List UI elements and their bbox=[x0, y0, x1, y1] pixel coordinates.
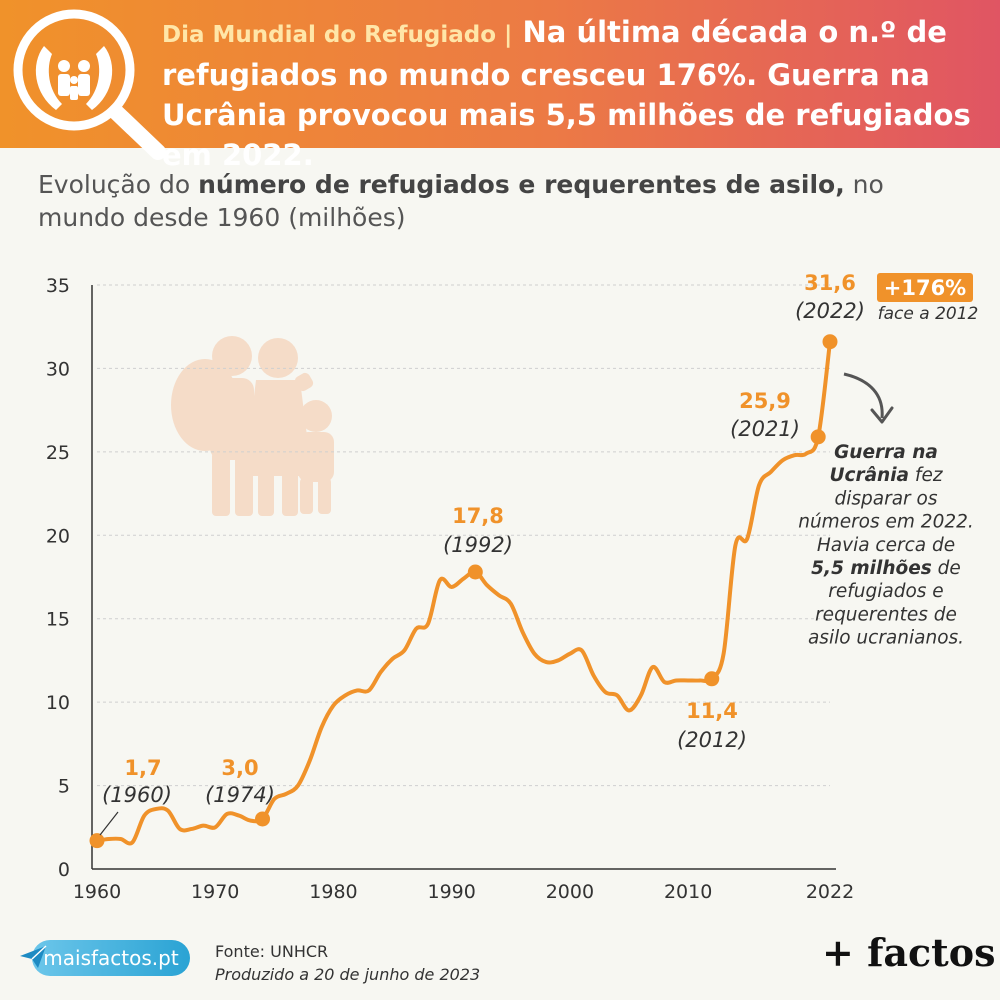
data-label-2021: 25,9 bbox=[739, 389, 791, 413]
annotation-segment: Guerra na bbox=[834, 442, 938, 463]
annotation-arrowhead bbox=[870, 406, 894, 424]
subtitle-part2: no mundo desde 1960 (milhões) bbox=[38, 170, 884, 232]
headline: Dia Mundial do Refugiado | Na última déc… bbox=[162, 12, 992, 175]
data-label-1992: 17,8 bbox=[452, 504, 504, 528]
year-label-2012: (2012) bbox=[677, 728, 747, 752]
annotation-line: disparar os bbox=[835, 488, 938, 509]
produced-text: Produzido a 20 de junho de 2023 bbox=[215, 965, 481, 984]
paper-plane-icon bbox=[20, 945, 47, 968]
data-label-2012: 11,4 bbox=[686, 699, 738, 723]
y-tick-label: 10 bbox=[46, 692, 70, 714]
annotation-segment: 5,5 milhões bbox=[811, 558, 932, 579]
annotation-line: refugiados e bbox=[828, 581, 943, 602]
x-tick-label: 1970 bbox=[191, 881, 239, 903]
annotation-line: Ucrânia fez bbox=[829, 465, 943, 486]
badge-label: +176% bbox=[884, 276, 966, 300]
headline-kicker: Dia Mundial do Refugiado | bbox=[162, 22, 513, 48]
data-point-2022 bbox=[822, 334, 838, 350]
subtitle-bold: número de refugiados e requerentes de as… bbox=[198, 170, 845, 199]
headline-text: Na última década o n.º de refugiados no … bbox=[162, 15, 971, 172]
annotation-line: 5,5 milhões de bbox=[811, 558, 961, 579]
data-point-2012 bbox=[704, 671, 720, 687]
annotation-arrow bbox=[843, 372, 884, 419]
callout-leader bbox=[99, 811, 119, 836]
annotation-segment: números em 2022. bbox=[798, 512, 974, 533]
annotation-segment: Havia cerca de bbox=[817, 535, 955, 556]
annotation-line: asilo ucranianos. bbox=[808, 628, 964, 649]
data-label-1960: 1,7 bbox=[124, 756, 161, 780]
chart-subtitle: Evolução do número de refugiados e reque… bbox=[38, 168, 938, 234]
x-tick-label: 2022 bbox=[806, 881, 854, 903]
annotation-line: Havia cerca de bbox=[817, 535, 955, 556]
y-tick-label: 25 bbox=[46, 442, 70, 464]
y-tick-label: 20 bbox=[46, 525, 70, 547]
annotation-line: requerentes de bbox=[815, 604, 957, 625]
x-tick-label: 1960 bbox=[73, 881, 121, 903]
y-tick-label: 5 bbox=[58, 776, 70, 798]
annotation-segment: disparar os bbox=[835, 488, 938, 509]
x-tick-label: 2010 bbox=[664, 881, 712, 903]
increase-badge: +176% face a 2012 bbox=[877, 273, 978, 324]
year-label-1992: (1992) bbox=[443, 533, 513, 557]
refugee-magnifier-icon bbox=[13, 9, 166, 160]
y-tick-label: 30 bbox=[46, 358, 70, 380]
source-block: Fonte: UNHCR Produzido a 20 de junho de … bbox=[215, 940, 480, 986]
y-tick-label: 35 bbox=[46, 275, 70, 297]
family-silhouette-icon bbox=[171, 336, 334, 516]
site-badge[interactable]: maisfactos.pt bbox=[20, 940, 190, 976]
x-tick-label: 2000 bbox=[546, 881, 594, 903]
y-tick-label: 0 bbox=[58, 859, 70, 881]
year-label-2021: (2021) bbox=[730, 417, 800, 441]
annotation-line: Guerra na bbox=[834, 442, 938, 463]
year-label-1974: (1974) bbox=[205, 783, 275, 807]
x-tick-label: 1990 bbox=[427, 881, 475, 903]
subtitle-part1: Evolução do bbox=[38, 170, 199, 199]
annotation-segment: asilo ucranianos. bbox=[808, 628, 964, 649]
line-chart: 0 5 10 15 20 25 30 35 1960 1970 1980 1990 2000 2010 20… bbox=[46, 271, 979, 903]
data-label-1974: 3,0 bbox=[221, 756, 258, 780]
x-tick-label: 1980 bbox=[309, 881, 357, 903]
header-banner: Dia Mundial do Refugiado | Na última déc… bbox=[0, 0, 1000, 172]
brand-logo: + factos bbox=[822, 930, 996, 975]
source-text: Fonte: UNHCR bbox=[215, 942, 329, 961]
year-label-1960: (1960) bbox=[102, 783, 172, 807]
year-label-2022: (2022) bbox=[795, 299, 865, 323]
data-point-2021 bbox=[810, 429, 826, 445]
annotation-line: números em 2022. bbox=[798, 512, 974, 533]
annotation-segment: Ucrânia bbox=[829, 465, 909, 486]
site-name: maisfactos.pt bbox=[43, 946, 179, 970]
data-label-2022: 31,6 bbox=[804, 271, 856, 295]
annotation-segment: requerentes de bbox=[815, 604, 957, 625]
annotation-segment: de bbox=[932, 558, 961, 579]
y-tick-label: 15 bbox=[46, 609, 70, 631]
data-point-1960 bbox=[89, 833, 105, 849]
badge-sub: face a 2012 bbox=[878, 304, 979, 324]
annotation-segment: fez bbox=[909, 465, 944, 486]
annotation-segment: refugiados e bbox=[828, 581, 943, 602]
data-point-1974 bbox=[255, 811, 271, 827]
data-point-1992 bbox=[467, 564, 483, 580]
